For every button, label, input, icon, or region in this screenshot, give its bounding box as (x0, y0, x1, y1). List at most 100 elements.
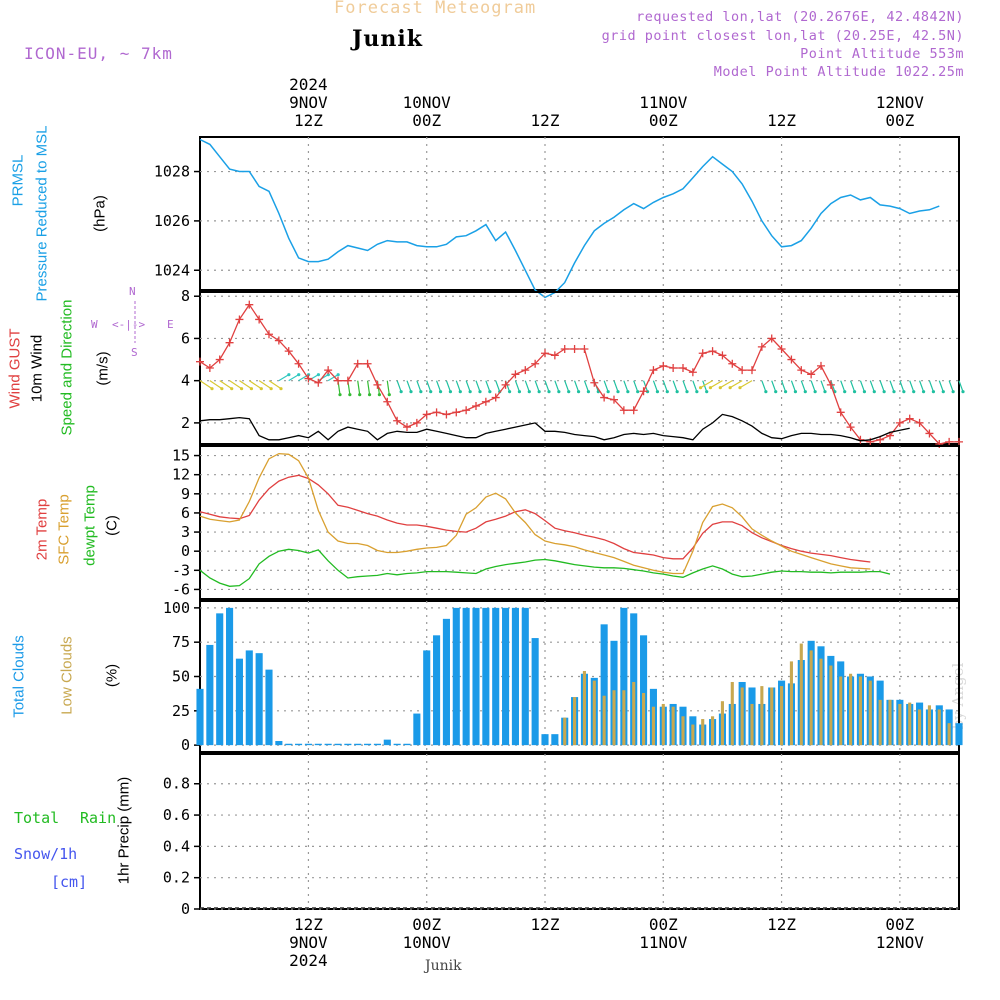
wind-direction-arrow (386, 380, 390, 395)
total-cloud-bar (255, 653, 263, 746)
wind-arrow-head (882, 390, 886, 394)
wind-direction-arrow (869, 380, 875, 392)
wind-arrow-head (852, 390, 857, 394)
model-point-altitude: Model Point Altitude 1022.25m (713, 64, 964, 80)
wind-gust-marker (501, 380, 510, 389)
wind-gust-marker (403, 423, 411, 432)
wind-gust-marker (353, 359, 362, 368)
top-time-label: 12Z (531, 111, 560, 130)
wind-direction-arrow (465, 380, 471, 392)
wind-arrow-head (931, 390, 936, 394)
wind-arrow-head (316, 373, 321, 377)
requested-coordinates: requested lon,lat (20.2676E, 42.4842N) (636, 9, 964, 25)
y-tick-label: 8 (181, 287, 190, 305)
sfc-temp-line (199, 452, 871, 575)
wind-gust-marker (619, 406, 628, 415)
wind-direction-arrow (859, 380, 865, 392)
wind-arrow-head (606, 390, 610, 394)
model-name: ICON-EU, ~ 7km (24, 44, 173, 63)
bottom-time-label: 11NOV (639, 933, 688, 952)
wind-arrow-head (338, 393, 342, 397)
temp-2m-line (199, 474, 871, 563)
wind-direction-arrow (652, 380, 658, 392)
low-cloud-bar (868, 680, 872, 746)
wind-arrow-head (921, 390, 926, 394)
wind-direction-arrow (761, 380, 767, 392)
low-cloud-bar (947, 723, 951, 746)
wind-direction-arrow (288, 374, 300, 382)
total-cloud-bar (502, 607, 510, 746)
wind-gust-marker (748, 366, 756, 375)
wind-direction-arrow (495, 380, 501, 392)
wind-arrow-head (576, 390, 581, 394)
wind-arrow-head (259, 387, 263, 391)
dewpoint-line (199, 548, 891, 587)
total-cloud-bar (600, 624, 608, 746)
precip-snow-label: Snow/1h (14, 845, 78, 863)
wind-gust-marker (196, 357, 204, 366)
wind-direction-arrow (682, 380, 688, 392)
total-cloud-bar (354, 743, 362, 746)
wind-arrow-head (586, 390, 591, 394)
compass-south: S (131, 346, 138, 359)
low-cloud-bar (829, 665, 833, 746)
total-cloud-bar (344, 743, 352, 746)
total-cloud-bar (433, 635, 441, 746)
wind-gust-marker (481, 397, 490, 406)
wind-direction-arrow (505, 380, 511, 392)
y-tick-label: -3 (172, 561, 190, 579)
wind-gust-marker (442, 410, 451, 419)
wind-direction-arrow (574, 380, 580, 392)
bottom-time-label: 12Z (294, 915, 323, 934)
wind-direction-arrow (889, 380, 895, 392)
wind-direction-arrow (534, 380, 540, 392)
wind-direction-arrow (583, 380, 589, 392)
total-cloud-bar (620, 607, 628, 746)
wind-gust-marker (580, 345, 589, 353)
wind-direction-arrow (928, 380, 934, 392)
wind-arrow-head (616, 390, 620, 394)
total-cloud-bar (235, 658, 243, 746)
low-cloud-bar (839, 676, 843, 746)
wind-direction-arrow (554, 380, 560, 392)
wind-arrow-head (419, 390, 423, 394)
total-cloud-bar (452, 607, 460, 746)
wind-direction-arrow (436, 380, 442, 392)
wind-arrow-head (738, 386, 742, 390)
wind-arrow-head (399, 390, 403, 394)
wind-direction-arrow (278, 374, 290, 382)
wind-arrow-head (239, 387, 244, 391)
top-time-label: 00Z (885, 111, 914, 130)
wind-arrow-head (636, 390, 640, 394)
total-cloud-bar (413, 713, 421, 746)
wind-arrow-head (438, 390, 443, 394)
wind-direction-arrow (909, 380, 915, 392)
y-tick-label: 6 (181, 504, 190, 522)
wind-gust-marker (777, 345, 786, 353)
wind-gust-marker (905, 414, 914, 423)
y-tick-label: 9 (181, 485, 190, 503)
wind-direction-arrow (396, 380, 402, 392)
wind-gust-marker (334, 376, 342, 385)
wind-arrow-head (348, 393, 352, 397)
bottom-time-label: 00Z (885, 915, 914, 934)
wind-direction-arrow (524, 380, 530, 392)
footer-location: Junik (425, 958, 462, 974)
wind-direction-arrow (564, 380, 570, 392)
wind-gust-marker (491, 393, 500, 402)
wind-gust-marker (679, 364, 687, 372)
panel-frame-1 (199, 291, 960, 445)
prmsl-line (199, 138, 940, 299)
wind-direction-arrow (662, 380, 668, 392)
wind-gust-marker (541, 349, 549, 358)
wind-gust-marker (550, 351, 559, 360)
total-cloud-bar (521, 607, 529, 746)
wind-direction-arrow (879, 380, 885, 392)
wind-gust-marker (255, 315, 264, 324)
low-cloud-bar (819, 658, 823, 746)
total-cloud-bar (324, 743, 332, 746)
wind-direction-arrow (850, 380, 856, 392)
low-cloud-bar (918, 709, 922, 746)
y-tick-label: 1024 (154, 261, 190, 279)
low-cloud-bar (780, 686, 784, 746)
